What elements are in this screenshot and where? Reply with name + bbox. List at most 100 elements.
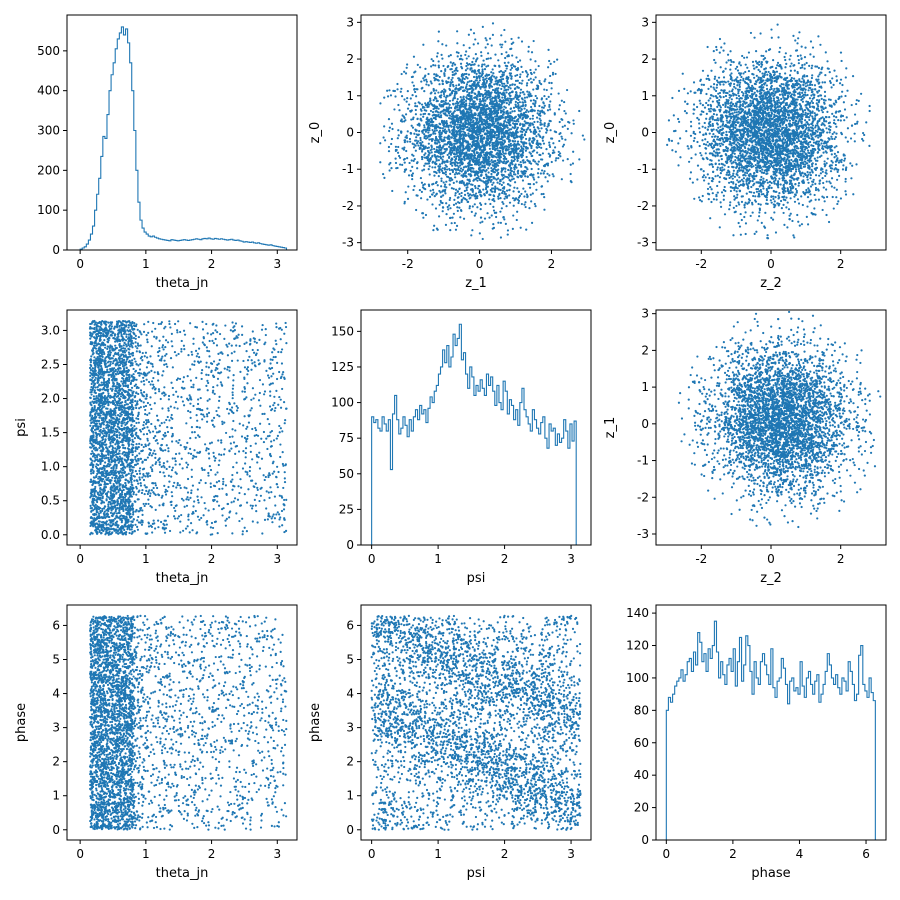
scatter-point: [778, 191, 781, 195]
scatter-point: [709, 85, 713, 88]
scatter-point: [462, 102, 465, 106]
scatter-point: [409, 131, 412, 135]
scatter-point: [527, 110, 530, 113]
scatter-point: [484, 180, 488, 183]
scatter-point: [486, 130, 490, 134]
scatter-point: [716, 174, 719, 177]
scatter-point: [849, 137, 853, 140]
scatter-point: [515, 155, 518, 158]
scatter-point: [526, 73, 530, 76]
scatter-point: [440, 177, 443, 180]
scatter-point: [499, 126, 502, 129]
scatter-point: [437, 107, 440, 110]
scatter-point: [524, 175, 527, 178]
scatter-point: [459, 145, 462, 148]
scatter-point: [543, 80, 546, 83]
scatter-point: [445, 180, 448, 183]
scatter-point: [478, 161, 481, 164]
scatter-point: [468, 80, 471, 83]
scatter-point: [526, 128, 529, 131]
scatter-point: [446, 114, 449, 117]
scatter-point: [498, 65, 501, 68]
scatter-point: [383, 176, 386, 179]
scatter-point: [517, 96, 520, 99]
scatter-point: [503, 28, 506, 32]
scatter-point: [431, 161, 434, 164]
scatter-point: [487, 151, 491, 154]
scatter-point: [496, 172, 500, 175]
scatter-point: [711, 135, 714, 138]
scatter-point: [534, 205, 537, 208]
scatter-point: [797, 220, 800, 223]
scatter-point: [448, 106, 451, 109]
scatter-point: [453, 167, 456, 171]
scatter-point: [716, 191, 719, 194]
scatter-point: [435, 73, 438, 76]
scatter-point: [496, 152, 499, 155]
scatter-point: [543, 104, 546, 107]
scatter-point: [467, 164, 470, 168]
scatter-point: [524, 111, 528, 114]
scatter-point: [519, 73, 522, 76]
scatter-point: [510, 131, 514, 135]
scatter-point: [486, 52, 490, 55]
scatter-point: [471, 149, 474, 152]
scatter-point: [492, 181, 495, 184]
scatter-point: [415, 105, 419, 108]
scatter-point: [450, 143, 453, 146]
scatter-point: [437, 115, 440, 118]
scatter-point: [421, 212, 424, 215]
scatter-point: [442, 64, 445, 68]
scatter-point: [698, 199, 702, 202]
scatter-point: [823, 120, 826, 123]
scatter-point: [441, 140, 445, 143]
scatter-point: [778, 147, 782, 151]
scatter-point: [509, 107, 512, 111]
scatter-point: [470, 103, 473, 106]
scatter-point: [552, 175, 555, 178]
scatter-point: [521, 172, 524, 175]
scatter-point: [462, 109, 465, 112]
scatter-point: [502, 176, 505, 180]
scatter-point: [526, 90, 529, 93]
scatter-point: [467, 182, 471, 185]
scatter-point: [546, 172, 549, 175]
scatter-point: [447, 135, 450, 138]
scatter-point: [762, 165, 765, 168]
scatter-point: [456, 190, 459, 193]
scatter-point: [435, 125, 438, 128]
scatter-point: [520, 65, 523, 69]
scatter-point: [451, 70, 454, 74]
scatter-point: [475, 75, 478, 79]
x-tick-label: 0: [76, 257, 84, 271]
scatter-point: [465, 72, 468, 76]
scatter-point: [475, 192, 478, 195]
scatter-point: [456, 209, 459, 212]
scatter-point: [490, 178, 493, 182]
scatter-point: [818, 119, 821, 122]
scatter-point: [500, 79, 503, 83]
scatter-point: [495, 105, 498, 108]
scatter-point: [493, 132, 497, 135]
scatter-point: [417, 122, 421, 125]
scatter-point: [439, 123, 442, 126]
scatter-point: [456, 42, 459, 45]
scatter-point: [700, 113, 703, 116]
scatter-point: [503, 105, 506, 108]
scatter-point: [434, 156, 437, 159]
scatter-point: [430, 138, 433, 141]
scatter-point: [524, 130, 527, 134]
scatter-point: [456, 109, 459, 112]
scatter-point: [505, 196, 509, 199]
scatter-point: [479, 108, 482, 112]
scatter-point: [509, 72, 513, 75]
scatter-point: [473, 63, 476, 66]
scatter-point: [411, 172, 415, 175]
scatter-point: [423, 90, 426, 93]
scatter-point: [718, 51, 721, 54]
scatter-point: [432, 191, 435, 194]
scatter-point: [449, 124, 452, 127]
scatter-point: [538, 117, 541, 120]
scatter-point: [736, 69, 740, 72]
scatter-point: [554, 130, 558, 134]
